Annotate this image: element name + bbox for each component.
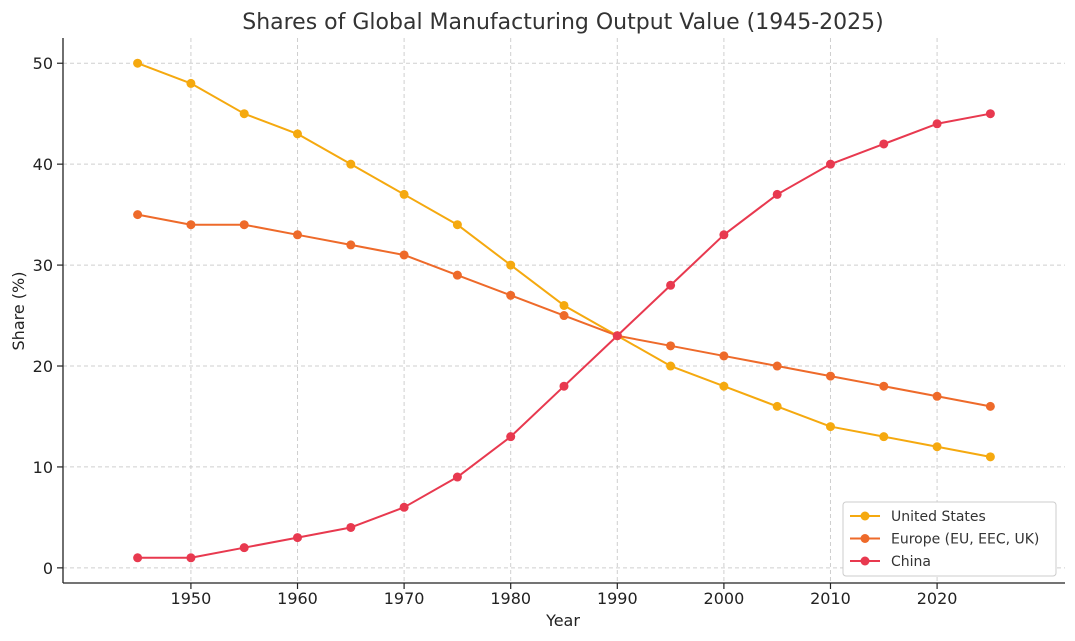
data-point-2-1945 [133,553,143,563]
data-point-2-1965 [346,522,356,532]
data-point-2-2025 [985,109,995,119]
series-1 [133,210,995,411]
data-point-0-1965 [346,159,356,169]
legend: United States Europe (EU, EEC, UK) China [842,501,1057,577]
data-point-1-1970 [399,250,409,260]
data-point-0-1980 [506,260,516,270]
data-point-2-1950 [186,553,196,563]
y-tick-label-30: 30 [33,256,53,275]
data-point-0-2015 [879,432,889,442]
series-layer [133,58,995,563]
y-ticks: 0 10 20 30 40 50 [33,54,63,578]
data-point-0-1975 [452,220,462,230]
data-point-1-1980 [506,290,516,300]
axes [62,38,1065,584]
data-point-0-2005 [772,401,782,411]
data-point-0-1995 [666,361,676,371]
data-point-0-1970 [399,189,409,199]
data-point-1-1975 [452,270,462,280]
x-tick-label-2010: 2010 [810,589,851,608]
legend-label-2: China [891,554,931,570]
x-tick-label-1950: 1950 [171,589,212,608]
series-2 [133,109,995,563]
data-point-0-1960 [293,129,303,139]
series-line-2 [137,112,991,559]
series-0 [133,58,995,462]
data-point-0-1950 [186,78,196,88]
x-tick-label-1990: 1990 [597,589,638,608]
x-tick-label-2000: 2000 [704,589,745,608]
chart-title: Shares of Global Manufacturing Output Va… [242,10,884,35]
data-point-0-1955 [239,109,249,119]
data-point-0-2025 [985,452,995,462]
data-point-2-2020 [932,119,942,129]
x-tick-label-1970: 1970 [384,589,425,608]
data-point-1-1965 [346,240,356,250]
data-point-1-2025 [985,401,995,411]
data-point-2-1975 [452,472,462,482]
series-line-1 [137,213,991,408]
data-point-2-1980 [506,432,516,442]
y-tick-label-10: 10 [33,458,53,477]
data-point-1-1945 [133,210,143,220]
legend-marker-1 [860,534,870,543]
data-point-2-1990 [612,331,622,341]
y-tick-label-20: 20 [33,357,53,376]
legend-marker-2 [860,556,870,566]
legend-label-0: United States [891,509,986,525]
data-point-2-2000 [719,230,729,240]
y-tick-label-0: 0 [43,559,53,578]
x-tick-label-2020: 2020 [917,589,958,608]
data-point-1-1955 [239,220,249,230]
grid [63,38,1065,583]
data-point-1-2015 [879,381,889,391]
legend-box [842,501,1057,577]
data-point-1-2005 [772,361,782,371]
data-point-2-2010 [825,159,835,169]
data-point-2-2015 [879,139,889,149]
x-axis-label: Year [545,611,580,630]
y-tick-label-50: 50 [33,54,53,73]
data-point-1-1995 [666,341,676,351]
data-point-0-2000 [719,381,729,391]
x-ticks: 1950 1960 1970 1980 1990 2000 2010 2020 [171,583,958,608]
data-point-1-1960 [293,230,303,240]
series-line-0 [137,62,991,458]
data-point-1-2020 [932,391,942,401]
data-point-0-2010 [825,422,835,432]
data-point-2-2005 [772,189,782,199]
data-point-1-2000 [719,351,729,361]
data-point-0-2020 [932,442,942,452]
y-axis-label: Share (%) [9,272,28,351]
data-point-2-1960 [293,533,303,543]
data-point-1-1950 [186,220,196,230]
data-point-2-1985 [559,381,569,391]
data-point-2-1955 [239,543,249,553]
x-tick-label-1960: 1960 [277,589,318,608]
legend-label-1: Europe (EU, EEC, UK) [891,532,1039,548]
y-tick-label-40: 40 [33,155,53,174]
data-point-0-1945 [133,58,143,68]
data-point-1-1985 [559,311,569,321]
x-tick-label-1980: 1980 [490,589,531,608]
data-point-2-1995 [666,280,676,290]
data-point-1-2010 [825,371,835,381]
legend-marker-0 [860,511,870,521]
data-point-0-1985 [559,300,569,310]
data-point-2-1970 [399,502,409,512]
